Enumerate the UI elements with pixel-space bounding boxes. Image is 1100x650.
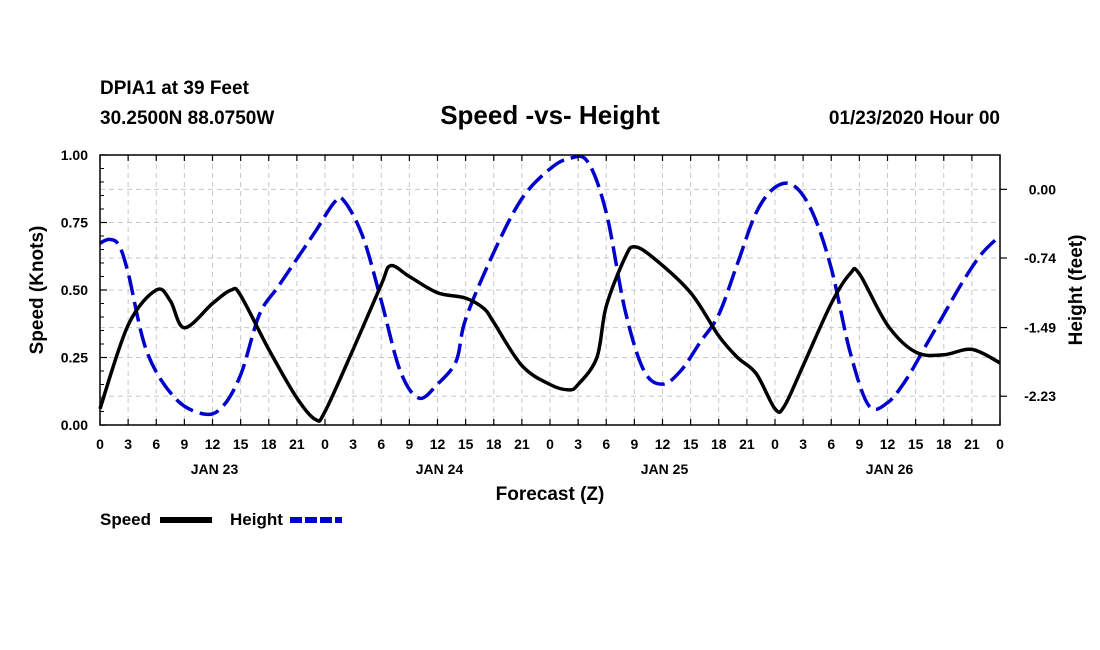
x-axis-label: Forecast (Z)	[496, 484, 605, 505]
x-tick-label: 0	[996, 436, 1004, 452]
y-axis-label: Speed (Knots)	[27, 226, 48, 355]
x-tick-label: 0	[96, 436, 104, 452]
x-tick-label: 9	[405, 436, 413, 452]
x-tick-label: 21	[289, 436, 305, 452]
y2-tick-label: -1.49	[1024, 320, 1056, 336]
x-tick-label: 9	[855, 436, 863, 452]
x-tick-label: 6	[377, 436, 385, 452]
y2-tick-label: 0.00	[1029, 181, 1056, 197]
tick-labels: 0 3 6 9 12 15 18 21 0 3 6 9 12 15 18 21 0 3 6 9 12 15 18 21 0 3 6 9…	[61, 147, 1056, 477]
x-tick-label: 0	[546, 436, 554, 452]
x-tick-label: 3	[574, 436, 582, 452]
legend-speed-label: Speed	[100, 510, 151, 529]
y2-tick-label: -0.74	[1024, 250, 1056, 266]
forecast-datetime: 01/23/2020 Hour 00	[829, 108, 1000, 129]
tick-marks	[99, 154, 1007, 426]
x-tick-label: 6	[152, 436, 160, 452]
x-tick-label: 12	[205, 436, 221, 452]
station-coords: 30.2500N 88.0750W	[100, 108, 274, 129]
day-label: JAN 26	[866, 461, 914, 477]
x-tick-label: 3	[124, 436, 132, 452]
x-tick-label: 6	[827, 436, 835, 452]
x-tick-label: 15	[908, 436, 924, 452]
y-tick-label: 0.50	[61, 282, 88, 298]
y-tick-label: 0.25	[61, 350, 88, 366]
x-tick-label: 18	[261, 436, 277, 452]
legend-height-label: Height	[230, 510, 283, 529]
x-tick-label: 21	[739, 436, 755, 452]
day-label: JAN 23	[191, 461, 239, 477]
x-tick-label: 12	[655, 436, 671, 452]
x-tick-label: 12	[880, 436, 896, 452]
y-tick-label: 1.00	[61, 147, 88, 163]
x-tick-label: 21	[514, 436, 530, 452]
x-tick-label: 6	[602, 436, 610, 452]
x-tick-label: 3	[349, 436, 357, 452]
chart-title: Speed -vs- Height	[440, 100, 660, 130]
station-title: DPIA1 at 39 Feet	[100, 78, 250, 99]
series-line-height	[99, 154, 1002, 417]
x-tick-label: 18	[711, 436, 727, 452]
x-tick-label: 15	[683, 436, 699, 452]
y-tick-label: 0.00	[61, 417, 88, 433]
x-tick-label: 9	[180, 436, 188, 452]
series-layer	[98, 154, 1002, 423]
x-tick-label: 3	[799, 436, 807, 452]
x-tick-label: 15	[458, 436, 474, 452]
x-tick-label: 21	[964, 436, 980, 452]
x-tick-label: 12	[430, 436, 446, 452]
x-tick-label: 18	[486, 436, 502, 452]
day-label: JAN 25	[641, 461, 689, 477]
x-tick-label: 15	[233, 436, 249, 452]
y2-axis-label: Height (feet)	[1066, 235, 1087, 346]
legend: Speed Height	[100, 510, 342, 529]
day-label: JAN 24	[416, 461, 464, 477]
x-tick-label: 0	[771, 436, 779, 452]
grid-lines	[100, 155, 1000, 425]
x-tick-label: 0	[321, 436, 329, 452]
series-line-speed	[98, 245, 1001, 423]
x-tick-label: 18	[936, 436, 952, 452]
x-tick-label: 9	[630, 436, 638, 452]
y2-tick-label: -2.23	[1024, 388, 1056, 404]
y-tick-label: 0.75	[61, 215, 88, 231]
